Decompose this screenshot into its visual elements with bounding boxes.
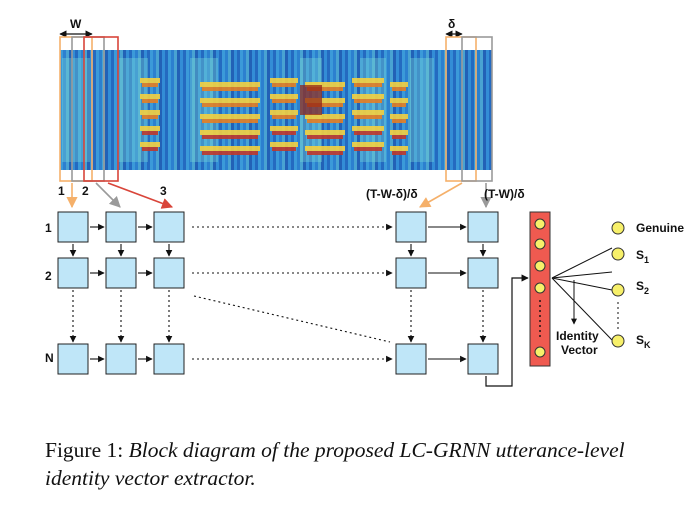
cell-row2-col1 — [57, 257, 89, 289]
vector-node — [534, 346, 546, 358]
output-label-sk: SK — [636, 333, 651, 350]
cell-row1-colt1 — [395, 211, 427, 243]
caption-prefix: Figure 1: — [45, 438, 124, 462]
output-label-s1: S1 — [636, 248, 649, 265]
cell-row2-col3 — [153, 257, 185, 289]
vector-node — [534, 218, 546, 230]
cell-row2-colt1 — [395, 257, 427, 289]
identity-vector-label-line2: Vector — [561, 343, 598, 357]
row-label-2: 2 — [45, 269, 52, 283]
cell-row2-col2 — [105, 257, 137, 289]
output-node-genuine — [611, 221, 625, 235]
recurrent-cell-grid — [57, 211, 499, 375]
window-frames — [59, 36, 493, 182]
row-label-n: N — [45, 351, 54, 365]
diagonal-dotted-connector — [193, 295, 391, 343]
vector-node — [534, 260, 546, 272]
output-label-genuine: Genuine — [636, 221, 684, 235]
vector-node — [534, 238, 546, 250]
caption-text: Block diagram of the proposed LC-GRNN ut… — [45, 438, 625, 490]
cell-row2-colt2 — [467, 257, 499, 289]
window-to-column-arrows — [66, 182, 492, 209]
column-label-1: 1 — [58, 184, 65, 198]
cell-row1-colt2 — [467, 211, 499, 243]
window-shift-marker: δ — [445, 17, 463, 38]
column-label-2: 2 — [82, 184, 89, 198]
output-label-s2: S2 — [636, 279, 649, 296]
column-label-t-w-delta: (T-W-δ)/δ — [366, 187, 418, 201]
cell-row1-col1 — [57, 211, 89, 243]
identity-vector — [529, 211, 551, 367]
window-width-label: W — [70, 17, 82, 31]
output-node-s1 — [611, 247, 625, 261]
window-shift-label: δ — [448, 17, 455, 31]
grid-to-vector-connector — [485, 274, 529, 387]
window-width-marker: W — [59, 17, 93, 38]
cell-row1-col3 — [153, 211, 185, 243]
output-node-s2 — [611, 283, 625, 297]
output-node-sk — [611, 334, 625, 348]
cell-row1-col2 — [105, 211, 137, 243]
output-classes: Genuine S1 S2 SK — [611, 221, 684, 350]
figure-caption: Figure 1: Block diagram of the proposed … — [45, 436, 670, 492]
vector-to-output-lines — [551, 247, 613, 341]
cell-rown-colt1 — [395, 343, 427, 375]
identity-vector-label-line1: Identity — [556, 329, 599, 343]
column-label-3: 3 — [160, 184, 167, 198]
spectrogram-image — [60, 50, 492, 170]
cell-rown-col1 — [57, 343, 89, 375]
column-label-t-w: (T-W)/δ — [484, 187, 525, 201]
vector-node — [534, 282, 546, 294]
cell-rown-col3 — [153, 343, 185, 375]
cell-rown-col2 — [105, 343, 137, 375]
cell-rown-colt2 — [467, 343, 499, 375]
row-label-1: 1 — [45, 221, 52, 235]
